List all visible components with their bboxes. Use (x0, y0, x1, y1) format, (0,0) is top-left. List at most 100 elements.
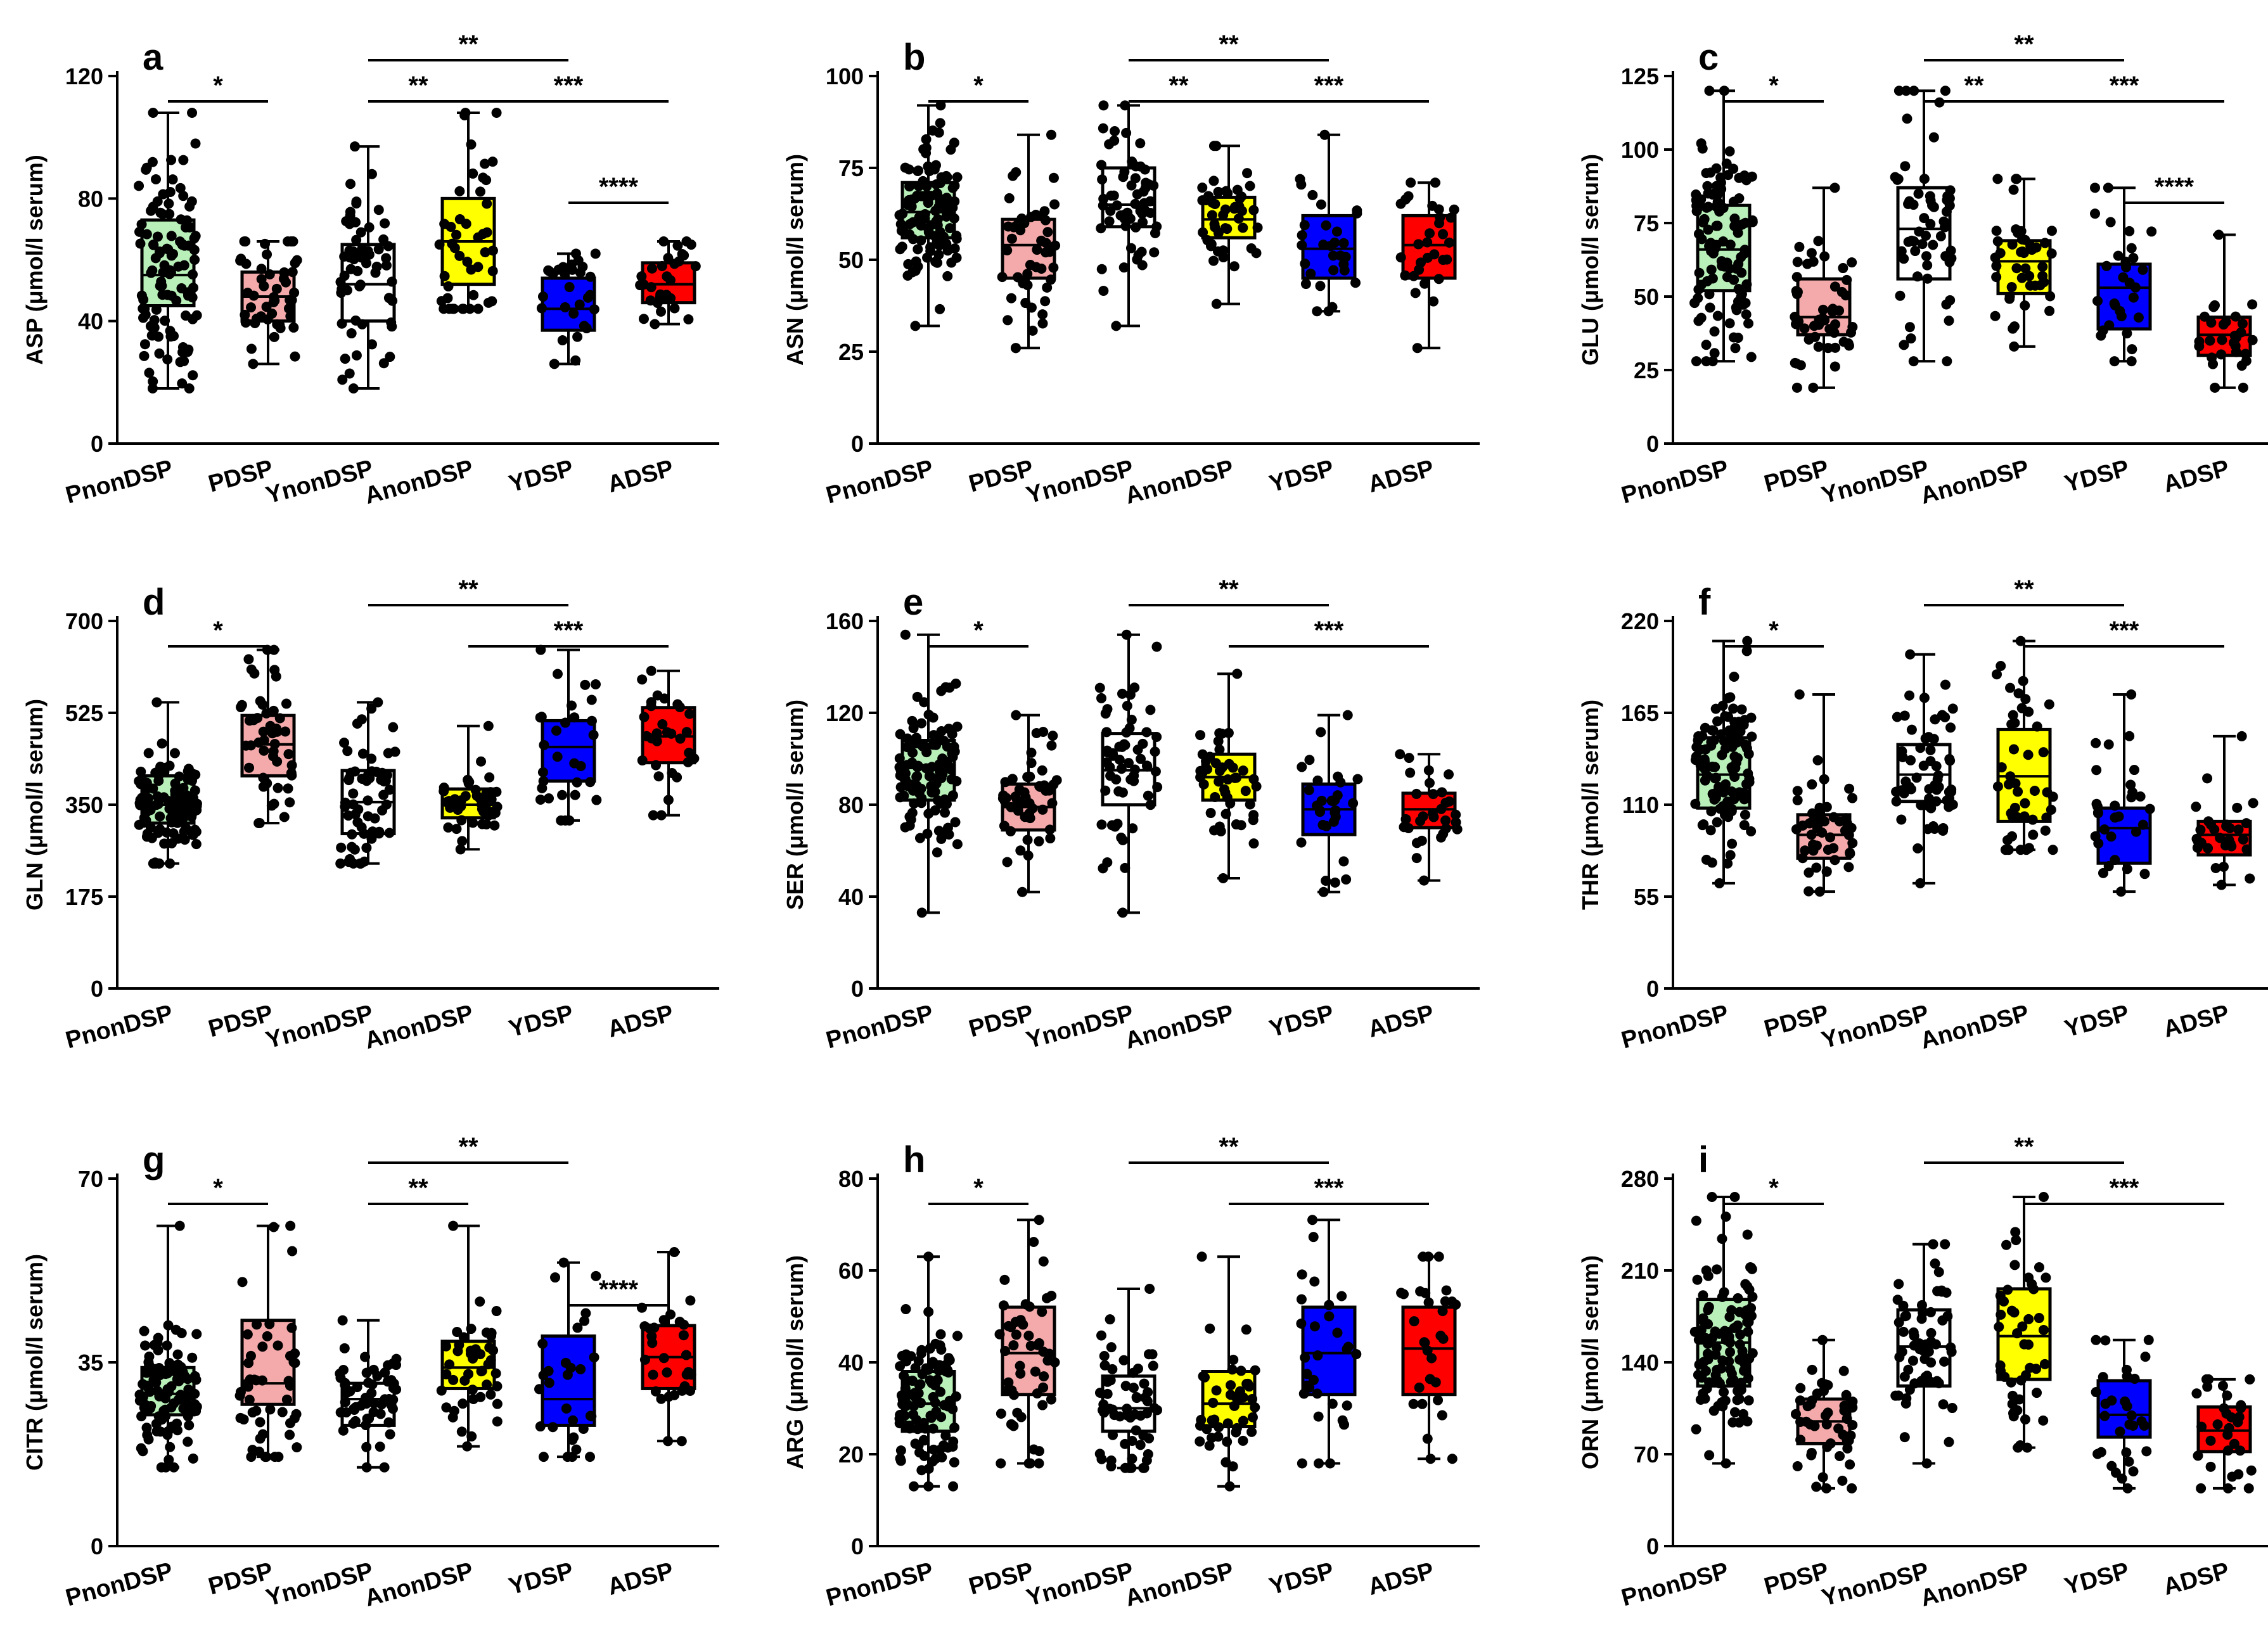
data-point (1725, 692, 1736, 703)
data-point (1901, 1393, 1912, 1404)
data-point (1037, 804, 1048, 815)
data-point (368, 1364, 379, 1375)
data-point (141, 815, 151, 826)
data-point (2090, 182, 2101, 193)
data-point (939, 736, 949, 746)
data-point (1222, 1418, 1233, 1429)
significance-label: *** (2110, 72, 2139, 99)
data-point (904, 779, 915, 790)
data-point (1411, 853, 1422, 864)
data-point (1122, 1404, 1132, 1414)
data-point (152, 231, 163, 242)
y-tick-label: 350 (65, 792, 103, 818)
data-point (1939, 1356, 1950, 1367)
data-point (927, 125, 938, 136)
data-point (1312, 306, 1323, 317)
data-point (1942, 356, 1952, 367)
data-point (1343, 1341, 1354, 1352)
data-point (246, 343, 257, 354)
data-point (1352, 774, 1363, 784)
data-point (1893, 1279, 1904, 1289)
data-point (1312, 1350, 1323, 1361)
data-point (1220, 809, 1231, 819)
data-point (1209, 219, 1220, 229)
data-point (2127, 344, 2137, 355)
data-point (662, 271, 672, 282)
data-point (181, 310, 191, 321)
data-point (261, 708, 272, 719)
data-point (951, 776, 962, 786)
data-point (257, 1429, 268, 1440)
data-point (1746, 731, 1757, 742)
data-point (468, 1353, 478, 1364)
data-point (1925, 195, 1936, 206)
data-point (1698, 1388, 1708, 1399)
data-point (1337, 1415, 1348, 1426)
data-point (1422, 1433, 1433, 1444)
data-point (1096, 223, 1106, 234)
data-point (586, 694, 597, 705)
data-point (548, 1422, 558, 1433)
data-point (1804, 818, 1815, 829)
data-point (2231, 332, 2241, 343)
data-point (176, 1390, 186, 1400)
data-point (283, 1376, 294, 1386)
data-point (2118, 272, 2129, 283)
data-point (1911, 772, 1922, 783)
data-point (1297, 1458, 1307, 1469)
data-point (1697, 820, 1708, 831)
data-point (552, 751, 563, 762)
data-point (183, 1384, 194, 1395)
data-point (1141, 727, 1152, 738)
data-point (1411, 838, 1422, 848)
data-point (1447, 1296, 1458, 1307)
significance-label: * (213, 1174, 223, 1202)
data-point (490, 807, 501, 818)
data-point (1250, 1365, 1260, 1376)
data-point (1739, 794, 1750, 805)
data-point (1207, 1415, 1217, 1426)
data-point (1415, 1286, 1426, 1297)
data-point (580, 1308, 591, 1319)
data-point (999, 796, 1010, 807)
data-point (1214, 765, 1225, 776)
data-point (167, 809, 178, 819)
data-point (440, 1341, 451, 1352)
data-point (1242, 168, 1253, 179)
data-point (1694, 267, 1705, 278)
data-point (1252, 222, 1263, 233)
data-point (1112, 200, 1122, 211)
data-point (1111, 321, 1122, 331)
data-point (2023, 1272, 2034, 1283)
data-point (1011, 1329, 1022, 1340)
data-point (1227, 1364, 1238, 1375)
data-point (1743, 768, 1753, 779)
data-point (163, 198, 174, 209)
x-tick-label: YDSP (2062, 1557, 2132, 1600)
data-point (1729, 274, 1739, 285)
data-point (1299, 220, 1310, 231)
data-point (475, 1349, 485, 1360)
data-point (1990, 252, 2001, 263)
data-point (246, 664, 257, 675)
data-point (1409, 1316, 1419, 1327)
data-point (1805, 1419, 1816, 1429)
data-point (916, 1345, 927, 1355)
box-PDSP (235, 236, 302, 369)
data-point (1046, 1394, 1056, 1405)
data-point (2229, 1438, 2239, 1449)
data-point (1813, 236, 1824, 246)
data-point (1338, 259, 1349, 270)
data-point (1247, 1412, 1258, 1423)
data-point (1014, 784, 1025, 795)
data-point (466, 1431, 477, 1442)
data-point (676, 1436, 687, 1447)
box-YnonDSP (1890, 1239, 1957, 1469)
data-point (1941, 206, 1952, 217)
significance-label: ** (408, 1174, 428, 1202)
data-point (2205, 1461, 2216, 1472)
data-point (2203, 1374, 2214, 1385)
data-point (339, 738, 350, 748)
x-tick-label: PnonDSP (823, 1000, 936, 1054)
